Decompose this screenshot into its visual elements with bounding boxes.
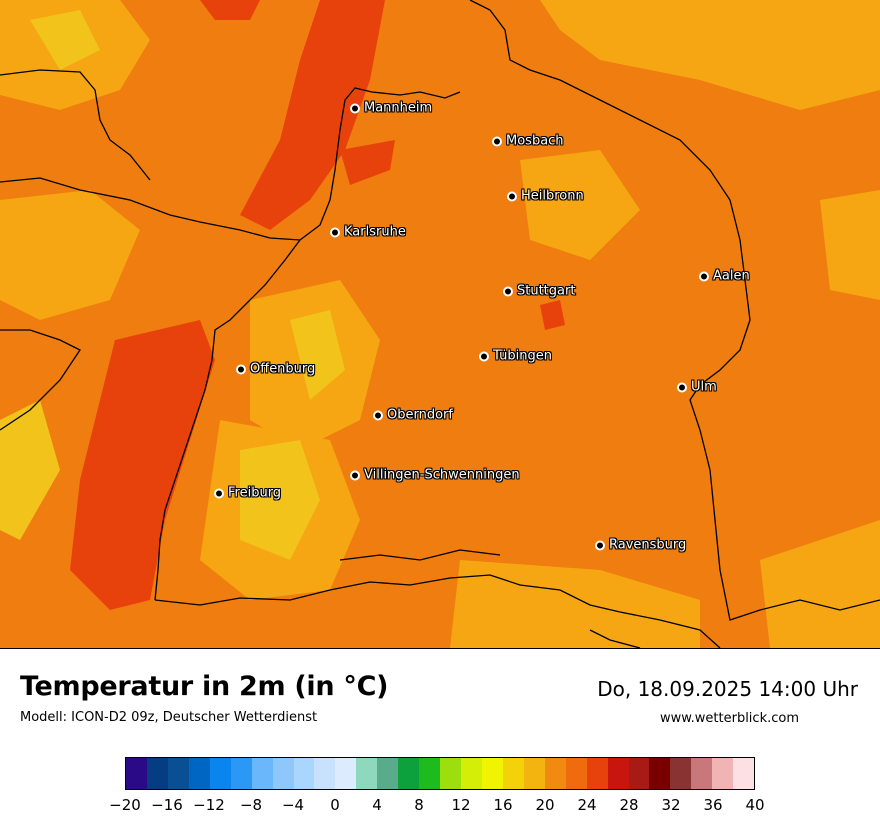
city-marker: Stuttgart [503,284,575,299]
city-label: Mannheim [364,100,433,116]
color-scale-segment [586,758,608,789]
city-label: Freiburg [228,485,282,501]
map-title: Temperatur in 2m (in °C) [20,671,389,702]
color-scale-segment [691,758,713,789]
color-scale-tick-label: 40 [745,796,765,814]
city-dot-icon [214,488,224,498]
city-dot-icon [492,136,502,146]
city-label: Offenburg [250,361,316,377]
color-scale-tick-label: −4 [281,796,305,814]
color-scale-segment [544,758,566,789]
city-label: Heilbronn [521,188,584,204]
color-scale-segment [670,758,692,789]
color-scale-segment [712,758,734,789]
color-scale-segment [461,758,482,789]
color-scale-segment [628,758,650,789]
city-label: Ravensburg [609,537,687,553]
color-scale-segment [335,758,357,789]
color-scale-segment [167,758,189,789]
city-marker: Offenburg [236,362,315,377]
color-scale-tick-label: −20 [109,796,141,814]
city-dot-icon [373,410,383,420]
forecast-datetime: Do, 18.09.2025 14:00 Uhr [597,677,858,701]
city-marker: Mannheim [350,101,432,116]
color-scale-segment [607,758,629,789]
color-scale-segment [126,758,147,789]
color-scale-tick-label: 16 [493,796,513,814]
city-dot-icon [595,540,605,550]
color-scale-segment [565,758,587,789]
color-scale-segment [356,758,378,789]
city-marker: Aalen [699,269,750,284]
color-scale-segment [209,758,231,789]
color-scale-segment [230,758,252,789]
city-label: Tübingen [493,348,552,364]
city-marker: Mosbach [492,134,564,149]
city-label: Aalen [713,268,750,284]
color-scale-tick-label: 12 [451,796,471,814]
border-lines [0,0,880,648]
city-dot-icon [507,191,517,201]
city-marker: Freiburg [214,486,281,501]
temperature-field [0,0,880,648]
city-dot-icon [330,227,340,237]
color-scale-segment [293,758,315,789]
model-subtitle: Modell: ICON-D2 09z, Deutscher Wetterdie… [20,710,318,725]
map-canvas [0,0,880,648]
color-scale-segment [440,758,461,789]
city-marker: Oberndorf [373,408,453,423]
website-link[interactable]: www.wetterblick.com [659,711,799,726]
color-scale-bar [125,757,755,790]
color-scale-tick-label: −16 [151,796,183,814]
color-scale-tick-label: 24 [577,796,597,814]
city-marker: Ravensburg [595,538,686,553]
color-scale-segment [733,758,755,789]
city-dot-icon [350,103,360,113]
color-scale-segment [649,758,671,789]
color-scale-segment [481,758,503,789]
city-marker: Karlsruhe [330,225,406,240]
city-dot-icon [699,271,709,281]
color-scale-segment [377,758,399,789]
color-scale-segment [251,758,273,789]
color-scale-segment [419,758,441,789]
color-scale-segment [398,758,420,789]
color-scale-segment [523,758,545,789]
temperature-map: Mannheim Mosbach Heilbronn Karlsruhe Aal… [0,0,880,649]
city-label: Villingen-Schwenningen [364,467,520,483]
color-scale-tick-label: 8 [414,796,424,814]
city-marker: Ulm [677,380,717,395]
city-label: Ulm [691,379,717,395]
color-scale-segment [188,758,210,789]
city-dot-icon [677,382,687,392]
color-scale-segment [146,758,168,789]
color-scale-tick-label: 28 [619,796,639,814]
city-label: Stuttgart [517,283,576,299]
color-scale-tick-label: 20 [535,796,555,814]
city-dot-icon [479,351,489,361]
color-scale-tick-label: −12 [193,796,225,814]
city-marker: Heilbronn [507,189,584,204]
color-scale-tick-label: 0 [330,796,340,814]
city-label: Mosbach [506,133,564,149]
color-scale-segment [272,758,294,789]
city-dot-icon [236,364,246,374]
color-scale-tick-label: 4 [372,796,382,814]
color-scale-tick-label: 36 [703,796,723,814]
color-scale-segment [502,758,524,789]
city-marker: Tübingen [479,349,552,364]
color-scale-tick-label: 32 [661,796,681,814]
city-label: Oberndorf [387,407,453,423]
city-marker: Villingen-Schwenningen [350,468,520,483]
city-dot-icon [350,470,360,480]
color-scale-tick-label: −8 [239,796,263,814]
city-dot-icon [503,286,513,296]
city-label: Karlsruhe [344,224,406,240]
color-scale-segment [314,758,336,789]
